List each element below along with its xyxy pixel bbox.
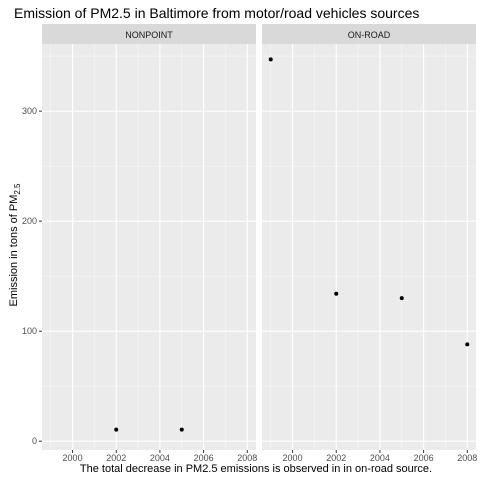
x-axis-ticks-nonpoint: 2000 2002 2004 2006 2008 [63, 450, 257, 463]
x-tick-label: 2002 [106, 453, 126, 463]
strip-label-on-road: ON-ROAD [348, 30, 391, 40]
x-tick-label: 2008 [457, 453, 477, 463]
panel-nonpoint [42, 44, 256, 450]
y-axis-label: Emission in tons of PM2.5 [8, 183, 22, 307]
data-point-on-road-1 [334, 291, 339, 296]
chart-title: Emission of PM2.5 in Baltimore from moto… [14, 5, 419, 21]
facet-nonpoint: NONPOINT 2000 2002 2004 2006 2008 [42, 24, 257, 463]
y-tick-label: 100 [22, 326, 37, 336]
x-tick-label: 2004 [370, 453, 390, 463]
x-tick-label: 2000 [283, 453, 303, 463]
gridlines-on-road [262, 44, 476, 450]
strip-label-nonpoint: NONPOINT [125, 30, 173, 40]
facet-on-road: ON-ROAD 2000 2002 2004 2006 2008 [262, 24, 477, 463]
gridlines-nonpoint [42, 44, 256, 450]
y-axis-label-subscript: 2.5 [13, 183, 22, 195]
chart-caption: The total decrease in PM2.5 emissions is… [80, 463, 432, 475]
data-point-on-road-3 [465, 342, 470, 347]
strip-on-road [262, 24, 476, 44]
y-axis-label-main: Emission in tons of PM [8, 195, 20, 307]
data-point-on-road-2 [399, 296, 404, 301]
y-tick-label: 300 [22, 106, 37, 116]
data-point-nonpoint-1 [179, 427, 184, 432]
y-tick-label: 0 [32, 436, 37, 446]
data-point-on-road-0 [268, 57, 273, 62]
y-axis-ticks: 0 100 200 300 [22, 106, 42, 446]
strip-nonpoint [42, 24, 256, 44]
points-nonpoint [114, 427, 184, 432]
x-tick-label: 2006 [194, 453, 214, 463]
x-tick-label: 2000 [63, 453, 83, 463]
x-axis-ticks-on-road: 2000 2002 2004 2006 2008 [283, 450, 477, 463]
x-tick-label: 2008 [237, 453, 257, 463]
x-tick-label: 2004 [150, 453, 170, 463]
x-tick-label: 2002 [326, 453, 346, 463]
panel-on-road [262, 44, 476, 450]
x-tick-label: 2006 [414, 453, 434, 463]
data-point-nonpoint-0 [114, 427, 119, 432]
points-on-road [268, 57, 470, 347]
y-tick-label: 200 [22, 216, 37, 226]
